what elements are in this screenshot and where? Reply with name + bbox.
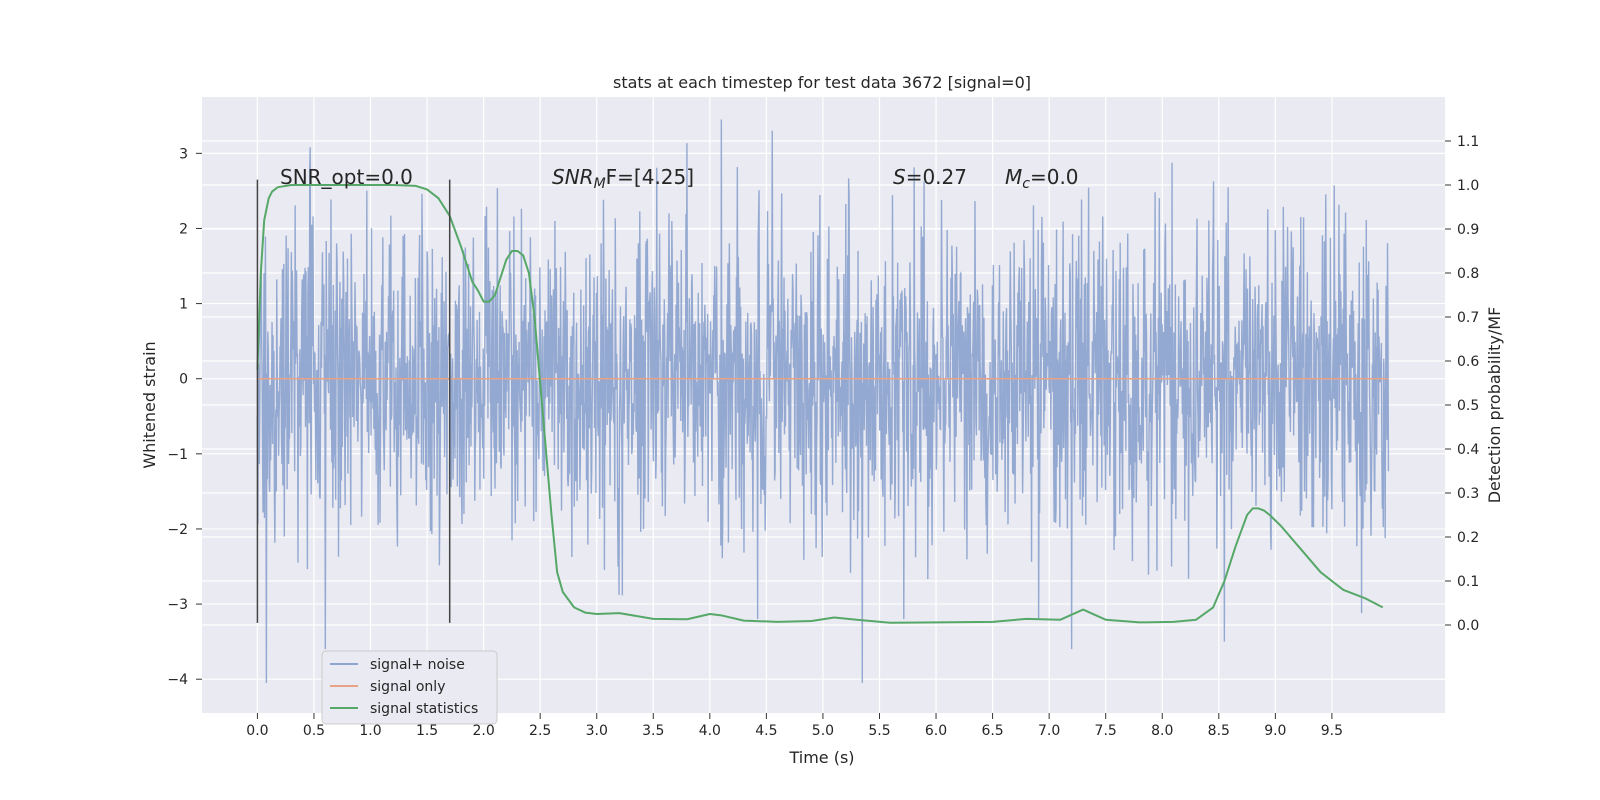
vertical-lines: [256, 179, 451, 623]
y-tick-label-right-1: 1.0: [1457, 178, 1479, 194]
series-signal-noise: [256, 119, 1390, 683]
annotation-s: S=0.27: [893, 165, 967, 189]
y-tick-label-right-11: 0.0: [1457, 618, 1479, 634]
legend-box: [321, 650, 498, 725]
y-tick-label-left-1: 2: [179, 221, 188, 237]
y-tick-label-left-7: −4: [167, 672, 188, 688]
y-axis-label-right: Detection probability/MF: [1485, 307, 1504, 504]
x-tick-label-10: 5.0: [812, 723, 834, 739]
x-tick-label-5: 2.5: [529, 723, 551, 739]
x-tick-label-19: 9.5: [1321, 723, 1343, 739]
x-tick-label-4: 2.0: [472, 723, 494, 739]
annotation-mc: Mc=0.0: [1005, 165, 1079, 192]
y-tick-label-right-3: 0.8: [1457, 266, 1479, 282]
x-tick-label-13: 6.5: [981, 723, 1003, 739]
chart-title: stats at each timestep for test data 367…: [613, 73, 1031, 92]
legend-label-signal-noise: signal+ noise: [370, 657, 465, 673]
legend-label-signal-statistics: signal statistics: [370, 701, 478, 717]
series-layer: [256, 119, 1390, 683]
annotation-snr-opt: SNR_opt=0.0: [280, 165, 413, 189]
y-tick-label-right-7: 0.4: [1457, 442, 1479, 458]
y-tick-label-right-10: 0.1: [1457, 574, 1479, 590]
x-tick-label-15: 7.5: [1095, 723, 1117, 739]
y-tick-label-left-5: −2: [167, 522, 188, 538]
annotation-snr-mf: SNRMF=[4.25]: [552, 165, 694, 192]
x-tick-label-18: 9.0: [1264, 723, 1286, 739]
x-axis-label: Time (s): [788, 748, 854, 767]
x-tick-label-6: 3.0: [586, 723, 608, 739]
x-tick-label-16: 8.0: [1151, 723, 1173, 739]
y-tick-label-right-9: 0.2: [1457, 530, 1479, 546]
x-tick-label-3: 1.5: [416, 723, 438, 739]
x-tick-label-9: 4.5: [755, 723, 777, 739]
y-tick-label-left-0: 3: [179, 146, 188, 162]
y-tick-label-left-6: −3: [167, 597, 188, 613]
y-tick-label-right-5: 0.6: [1457, 354, 1479, 370]
x-tick-label-0: 0.0: [246, 723, 268, 739]
x-tick-label-1: 0.5: [303, 723, 325, 739]
series-signal-statistics: [256, 184, 1384, 624]
y-tick-label-right-8: 0.3: [1457, 486, 1479, 502]
legend: signal+ noise signal only signal statist…: [321, 650, 498, 725]
y-axis-label-left: Whitened strain: [140, 341, 159, 468]
ticks: 0.0 0.5 1.0 1.5 2.0 2.5 3.0 3.5 4.0 4.5 5.0 5.5 6.0 6…: [167, 134, 1479, 739]
legend-label-signal-only: signal only: [370, 679, 445, 695]
x-tick-label-8: 4.0: [699, 723, 721, 739]
y-tick-label-left-3: 0: [179, 372, 188, 388]
x-tick-label-17: 8.5: [1208, 723, 1230, 739]
x-tick-label-7: 3.5: [642, 723, 664, 739]
x-tick-label-12: 6.0: [925, 723, 947, 739]
y-tick-label-right-6: 0.5: [1457, 398, 1479, 414]
x-tick-label-14: 7.0: [1038, 723, 1060, 739]
y-tick-label-right-2: 0.9: [1457, 222, 1479, 238]
y-tick-label-right-4: 0.7: [1457, 310, 1479, 326]
y-tick-label-left-2: 1: [179, 297, 188, 313]
x-tick-label-11: 5.5: [868, 723, 890, 739]
y-tick-label-right-0: 1.1: [1457, 134, 1479, 150]
x-tick-label-2: 1.0: [359, 723, 381, 739]
y-tick-label-left-4: −1: [167, 447, 188, 463]
